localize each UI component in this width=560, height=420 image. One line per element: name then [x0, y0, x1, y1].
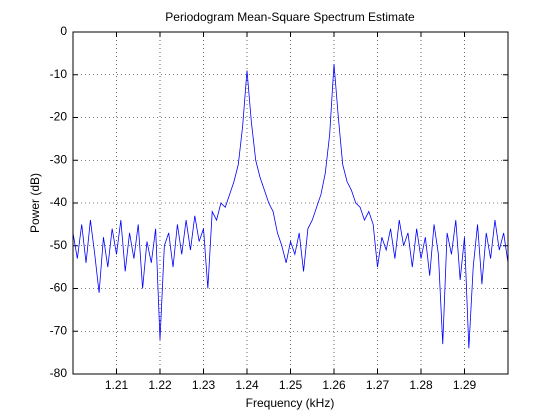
y-tick-label: -20	[50, 110, 68, 124]
data-line	[72, 64, 509, 349]
x-tick-label: 1.24	[235, 378, 259, 392]
y-tick-label: -60	[50, 281, 68, 295]
y-axis-label: Power (dB)	[28, 173, 42, 233]
y-tick-label: -30	[50, 152, 68, 166]
y-tick-label: -10	[50, 67, 68, 81]
y-tick-label: -50	[50, 238, 68, 252]
axes-box	[72, 31, 509, 375]
x-tick-label: 1.21	[105, 378, 129, 392]
x-tick-label: 1.26	[322, 378, 346, 392]
y-tick-label: 0	[60, 24, 67, 38]
y-tick-label: -80	[50, 366, 68, 380]
x-tick-label: 1.29	[453, 378, 477, 392]
x-tick-label: 1.22	[148, 378, 172, 392]
x-axis-label: Frequency (kHz)	[246, 396, 335, 410]
x-tick-label: 1.27	[366, 378, 390, 392]
chart-title: Periodogram Mean-Square Spectrum Estimat…	[165, 10, 415, 24]
x-tick-label: 1.25	[279, 378, 303, 392]
x-tick-label: 1.28	[409, 378, 433, 392]
plot-area	[73, 32, 508, 374]
x-tick-label: 1.23	[192, 378, 216, 392]
y-tick-label: -40	[50, 195, 68, 209]
y-tick-label: -70	[50, 323, 68, 337]
